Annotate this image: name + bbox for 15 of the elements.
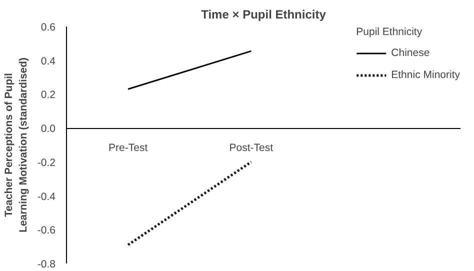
x-tick-label: Post-Test [229, 142, 274, 154]
y-tick-label: -0.8 [37, 258, 56, 270]
y-tick-label: 0.6 [40, 22, 56, 34]
y-tick-label: 0.2 [40, 89, 56, 102]
x-tick-label: Pre-Test [108, 142, 148, 154]
y-tick-label: -0.2 [37, 156, 56, 169]
y-tick-label: 0.0 [40, 123, 56, 136]
legend-label: Ethnic Minority [391, 69, 460, 81]
y-tick-label: -0.6 [37, 224, 56, 237]
chart-title: Time × Pupil Ethnicity [201, 8, 326, 22]
legend-title: Pupil Ethnicity [356, 26, 424, 38]
y-tick-label: 0.4 [40, 55, 56, 68]
legend-label: Chinese [391, 47, 430, 59]
y-tick-label: -0.4 [37, 190, 56, 203]
y-axis-title: Teacher Perceptions of Pupil Learning Motivation (standardised) [3, 57, 30, 233]
